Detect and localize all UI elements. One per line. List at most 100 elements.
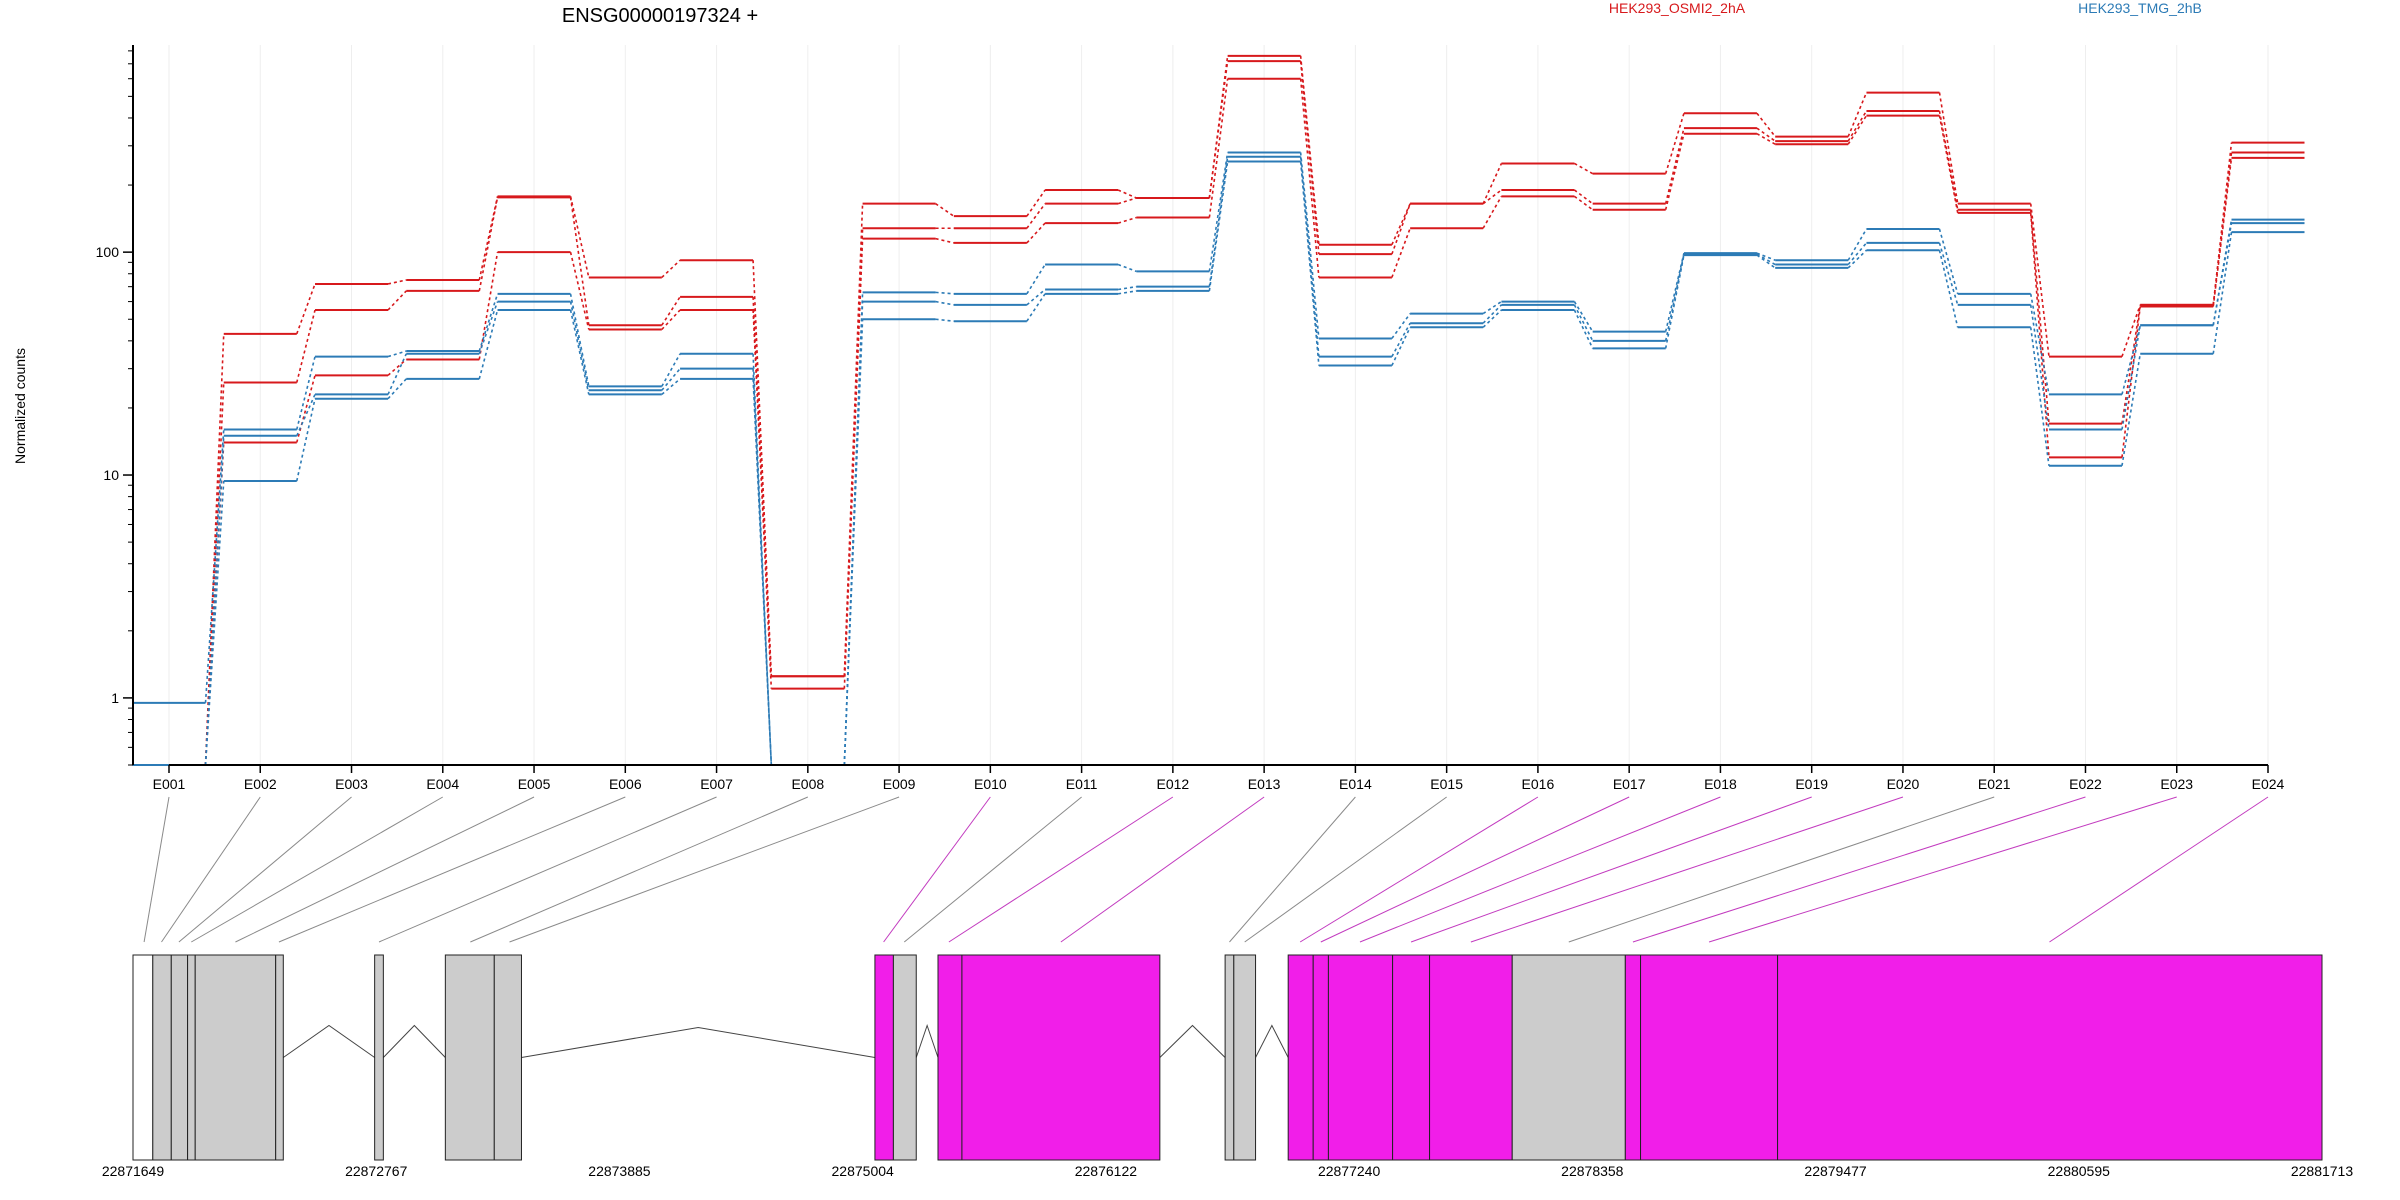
series-0-connector-e004 <box>478 196 499 281</box>
connector-e012 <box>948 796 1174 943</box>
series-2-connector-e014 <box>1391 227 1411 278</box>
series-5-connector-e001 <box>204 480 225 766</box>
series-3-connector-e009 <box>935 291 954 295</box>
connector-e008 <box>470 796 809 943</box>
series-0-connector-e002 <box>296 283 316 335</box>
series-5-connector-e006 <box>661 378 681 396</box>
intron-1 <box>382 1024 446 1058</box>
series-0-connector-e010 <box>1026 189 1046 217</box>
series-4-connector-e011 <box>1117 285 1137 291</box>
series-1-connector-e014 <box>1391 203 1411 255</box>
coord-label-0: 22871649 <box>102 1163 165 1179</box>
x-tick-label-e022: E022 <box>2069 776 2102 792</box>
series-1-connector-e001 <box>204 382 225 766</box>
series-2-connector-e023 <box>2212 157 2233 307</box>
series-2-connector-e015 <box>1482 195 1503 229</box>
series-5-connector-e012 <box>1208 161 1229 292</box>
x-tick-label-e009: E009 <box>883 776 916 792</box>
series-5-connector-e020 <box>1938 250 1959 328</box>
exon-block-12 <box>961 954 1161 1161</box>
exon-block-10 <box>892 954 917 1161</box>
exon-block-22 <box>1640 954 1779 1161</box>
series-1-hek293-osmi2-2ha <box>132 60 2305 766</box>
connector-e016 <box>1299 796 1539 943</box>
exon-block-13 <box>1224 954 1235 1161</box>
gene-model-track <box>132 954 2323 1161</box>
x-tick-label-e005: E005 <box>518 776 551 792</box>
exon-block-7 <box>444 954 495 1161</box>
x-tick-label-e017: E017 <box>1613 776 1646 792</box>
vertical-gridlines <box>168 45 2269 765</box>
x-tick-label-e019: E019 <box>1795 776 1828 792</box>
series-2-connector-e004 <box>478 252 499 360</box>
series-1-connector-e003 <box>387 290 407 311</box>
x-tick-label-e014: E014 <box>1339 776 1372 792</box>
genomic-coordinate-labels: 22871649 22872767 22873885 22875004 22876122… <box>102 1163 2354 1179</box>
series-3-connector-e021 <box>2029 293 2050 395</box>
coord-label-5: 22877240 <box>1318 1163 1381 1179</box>
series-0-hek293-osmi2-2ha <box>132 54 2305 766</box>
coord-label-1: 22872767 <box>345 1163 408 1179</box>
series-0-connector-e014 <box>1391 203 1411 246</box>
series-0-connector-e009 <box>935 203 955 217</box>
series-5-connector-e017 <box>1664 254 1685 349</box>
x-tick-label-e016: E016 <box>1522 776 1555 792</box>
series-1-connector-e011 <box>1117 197 1137 205</box>
series-0-connector-e013 <box>1299 55 1320 245</box>
series-4-connector-e018 <box>1756 253 1776 266</box>
series-2-connector-e007 <box>752 309 773 689</box>
series-0-connector-e005 <box>569 196 590 278</box>
exon-block-0 <box>132 954 154 1161</box>
series-3-connector-e004 <box>478 293 499 352</box>
series-5-connector-e011 <box>1117 290 1137 295</box>
series-5-connector-e007 <box>752 378 773 766</box>
connector-e014 <box>1229 796 1356 943</box>
exon-block-20 <box>1511 954 1626 1161</box>
y-tick-label-10: 10 <box>103 467 119 483</box>
series-4-connector-e002 <box>296 394 316 437</box>
series-3-connector-e010 <box>1026 264 1046 295</box>
series-2-connector-e020 <box>1938 115 1959 214</box>
exon-block-17 <box>1327 954 1394 1161</box>
series-1-connector-e022 <box>2121 304 2142 424</box>
series-4-connector-e005 <box>569 301 590 391</box>
axes: 1 10 100 E001 E002 E003 E004 E005 E006 E007 E008 E0… <box>96 45 2285 792</box>
connector-e024 <box>2049 796 2269 943</box>
series-3-connector-e017 <box>1664 252 1685 332</box>
intron-4 <box>1159 1024 1226 1058</box>
series-1-connector-e006 <box>661 296 681 326</box>
intron-2 <box>521 1026 876 1058</box>
series-1-connector-e021 <box>2029 209 2050 424</box>
series-2-connector-e003 <box>387 358 407 376</box>
series-0-connector-e021 <box>2029 203 2050 357</box>
x-tick-label-e011: E011 <box>1066 776 1098 792</box>
x-tick-label-e024: E024 <box>2252 776 2285 792</box>
x-tick-label-e002: E002 <box>244 776 277 792</box>
series-5-connector-e005 <box>569 309 590 395</box>
chart-title: ENSG00000197324 + <box>562 5 758 27</box>
series-0-connector-e016 <box>1574 162 1594 175</box>
series-1-connector-e015 <box>1482 189 1502 205</box>
series-1-connector-e010 <box>1026 203 1046 229</box>
series-2-connector-e009 <box>935 237 955 244</box>
series-1-connector-e002 <box>295 309 316 383</box>
series-2-hek293-osmi2-2ha <box>132 77 2305 766</box>
x-tick-label-e020: E020 <box>1887 776 1920 792</box>
connector-e006 <box>278 796 626 943</box>
coord-label-6: 22878358 <box>1561 1163 1624 1179</box>
x-tick-label-e001: E001 <box>153 776 186 792</box>
series-5-connector-e002 <box>295 398 316 482</box>
series-0-connector-e018 <box>1756 112 1776 138</box>
connector-e018 <box>1359 796 1721 943</box>
series-5-connector-e003 <box>387 378 407 400</box>
exon-block-15 <box>1287 954 1314 1161</box>
series-2-connector-e021 <box>2029 212 2050 458</box>
intron-5 <box>1255 1024 1289 1058</box>
connector-e015 <box>1244 796 1447 943</box>
exon-block-1 <box>152 954 172 1161</box>
connector-e010 <box>883 796 991 943</box>
y-tick-label-100: 100 <box>96 244 120 260</box>
exon-block-23 <box>1777 954 2323 1161</box>
series-0-connector-e020 <box>1938 92 1959 204</box>
connector-e003 <box>178 796 352 943</box>
